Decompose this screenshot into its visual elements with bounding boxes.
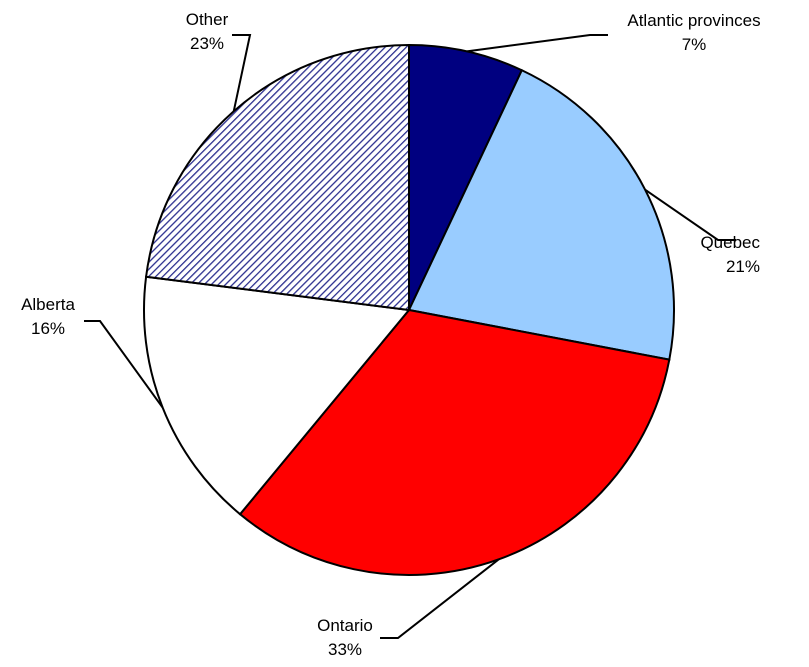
pie-slice-alberta (143, 275, 411, 516)
slice-percent-atlantic-provinces: 7% (682, 35, 707, 54)
slice-percent-quebec: 21% (726, 257, 760, 276)
slice-label-alberta: Alberta (21, 295, 75, 314)
leader-line-other (232, 34, 252, 112)
slice-label-atlantic-provinces: Atlantic provinces (627, 11, 760, 30)
leader-line-alberta (84, 320, 164, 409)
slice-label-quebec: Quebec (700, 233, 760, 252)
leader-line-ontario (380, 558, 500, 639)
pie-slice-atlantic-provinces (408, 43, 524, 311)
slice-label-other: Other (186, 10, 229, 29)
leader-line-atlantic-provinces (466, 34, 608, 53)
slice-percent-alberta: 16% (31, 319, 65, 338)
pie-slice-quebec (407, 68, 675, 361)
pie-slice-other (144, 43, 410, 312)
leader-line-quebec (644, 188, 736, 241)
slice-percent-other: 23% (190, 34, 224, 53)
slice-label-ontario: Ontario (317, 616, 373, 635)
slice-percent-ontario: 33% (328, 640, 362, 659)
pie-slice-ontario (238, 308, 671, 576)
